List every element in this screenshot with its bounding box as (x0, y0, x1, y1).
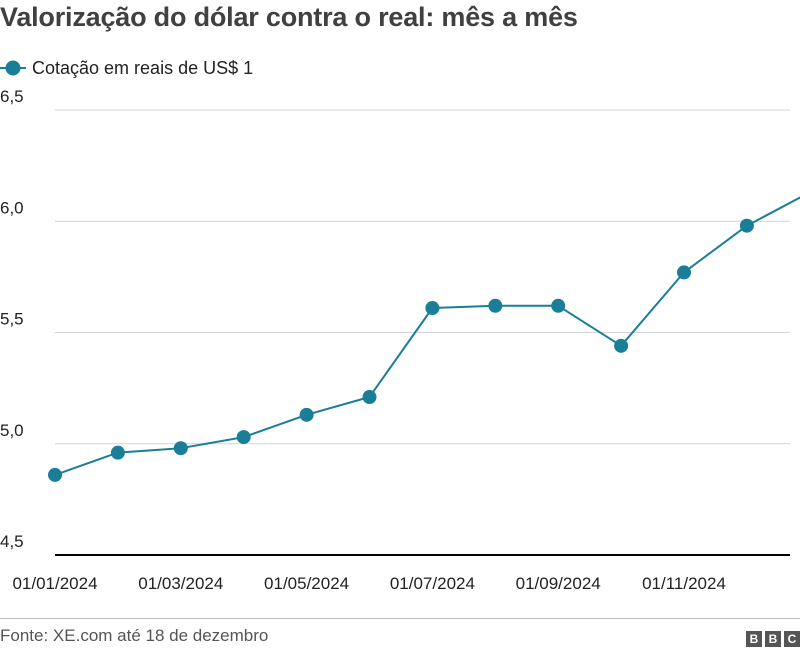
y-tick-label: 6,5 (0, 87, 24, 106)
data-point (551, 298, 566, 313)
line-chart: 4,5 5,0 5,5 6,0 6,5 01/01/2024 01/03/2024 01/05… (0, 87, 800, 593)
data-point (299, 407, 314, 422)
x-tick-label: 01/05/2024 (264, 574, 349, 593)
data-point (236, 430, 251, 445)
series-line (54, 196, 800, 476)
x-tick-label: 01/01/2024 (12, 574, 97, 593)
x-tick-label: 01/09/2024 (516, 574, 601, 593)
data-point (614, 338, 629, 353)
data-point (488, 298, 503, 313)
y-tick-label: 4,5 (0, 532, 24, 551)
data-point (362, 390, 377, 405)
y-tick-label: 5,5 (0, 310, 24, 329)
bbc-logo-letter: C (784, 631, 800, 647)
footer-divider (0, 618, 800, 619)
data-point (739, 218, 754, 233)
bbc-logo: B B C (746, 631, 800, 647)
data-point (48, 467, 62, 482)
data-point (677, 265, 691, 280)
x-tick-label: 01/11/2024 (642, 574, 726, 593)
chart-title: Valorização do dólar contra o real: mês … (0, 2, 578, 32)
bbc-logo-letter: B (765, 631, 781, 647)
y-tick-label: 6,0 (0, 198, 24, 217)
y-tick-label: 5,0 (0, 421, 24, 440)
x-tick-label: 01/03/2024 (138, 574, 223, 593)
legend-label: Cotação em reais de US$ 1 (32, 57, 254, 78)
source-note: Fonte: XE.com até 18 de dezembro (0, 626, 269, 645)
data-point (173, 441, 188, 456)
x-tick-label: 01/07/2024 (390, 574, 475, 593)
data-point (425, 301, 440, 316)
bbc-logo-letter: B (746, 631, 762, 647)
data-point (110, 445, 125, 460)
legend-marker-icon (0, 60, 26, 76)
legend: Cotação em reais de US$ 1 (0, 56, 253, 80)
